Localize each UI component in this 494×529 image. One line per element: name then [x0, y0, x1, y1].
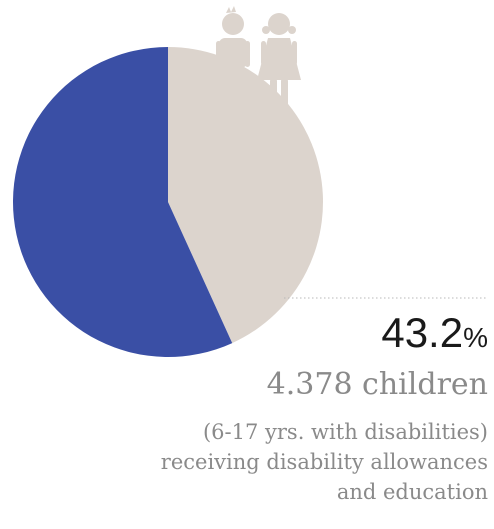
description-line-1: (6-17 yrs. with disabilities)	[202, 420, 488, 444]
description-line-3: and education	[336, 479, 488, 504]
pie-slice-2	[12, 47, 233, 357]
percent-value: 43.2	[381, 309, 464, 356]
description-line-2: receiving disability allowances	[160, 449, 488, 474]
percent-unit: %	[463, 322, 488, 353]
pie-slice-1	[168, 47, 323, 344]
children-icon	[216, 6, 301, 108]
children-count: 4.378 children	[266, 367, 488, 402]
percent-label: 43.2%	[381, 312, 488, 354]
description: (6-17 yrs. with disabilities) receiving …	[8, 418, 488, 507]
